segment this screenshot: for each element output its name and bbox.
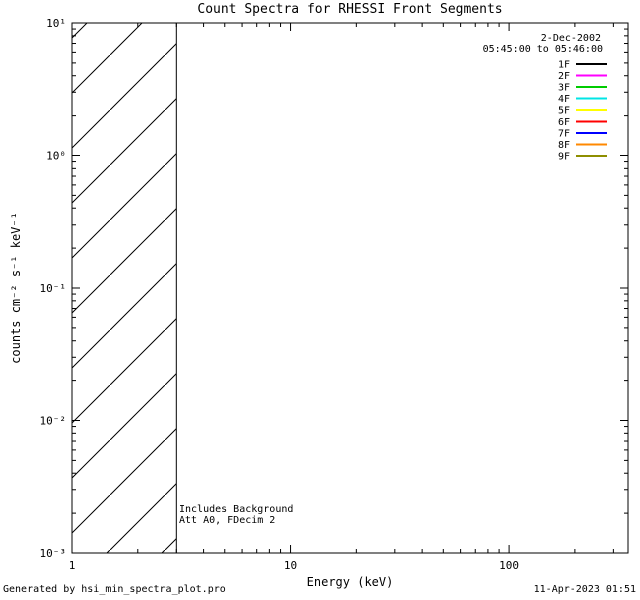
x-tick-label: 1: [69, 559, 76, 572]
legend-date: 2-Dec-2002: [541, 33, 601, 44]
legend-series-label: 2F: [558, 71, 570, 82]
generated-by-text: Generated by hsi_min_spectra_plot.pro: [3, 584, 226, 595]
x-tick-label: 10: [284, 559, 297, 572]
axis-ticks: [71, 22, 628, 554]
legend-series-label: 8F: [558, 140, 570, 151]
legend-series-label: 4F: [558, 94, 570, 105]
tick-labels: 1 10 100 10⁻³ 10⁻² 10⁻¹ 10⁰ 10¹: [40, 17, 520, 572]
hatched-no-data-region: [71, 22, 177, 554]
legend-series-label: 9F: [558, 152, 570, 163]
y-axis-title: counts cm⁻² s⁻¹ keV⁻¹: [9, 212, 23, 364]
legend-series-label: 5F: [558, 106, 570, 117]
hatched-region-rect: [71, 22, 177, 554]
y-tick-label: 10⁻³: [40, 547, 67, 560]
legend-series-label: 7F: [558, 129, 570, 140]
y-tick-label: 10⁰: [46, 150, 66, 163]
legend-timerange: 05:45:00 to 05:46:00: [483, 44, 603, 55]
legend-series-label: 3F: [558, 83, 570, 94]
x-axis-title: Energy (keV): [307, 575, 394, 589]
y-tick-label: 10⁻²: [40, 415, 67, 428]
chart-title: Count Spectra for RHESSI Front Segments: [197, 2, 503, 17]
legend-series-label: 6F: [558, 117, 570, 128]
plot-annotation: Att A0, FDecim 2: [179, 515, 275, 526]
y-tick-label: 10¹: [46, 17, 66, 30]
plot-annotation: Includes Background: [179, 504, 293, 515]
x-tick-label: 100: [499, 559, 519, 572]
legend-series-label: 1F: [558, 60, 570, 71]
timestamp-text: 11-Apr-2023 01:51: [533, 584, 636, 595]
y-tick-label: 10⁻¹: [40, 282, 67, 295]
